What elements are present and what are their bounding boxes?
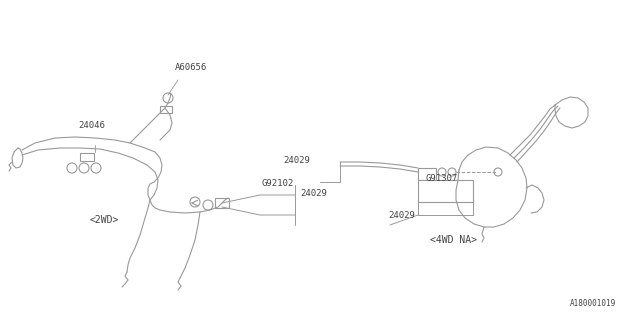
Text: <4WD NA>: <4WD NA> xyxy=(430,235,477,245)
Text: 24029: 24029 xyxy=(283,156,310,165)
Text: 24046: 24046 xyxy=(78,121,105,130)
Bar xyxy=(215,198,229,208)
Bar xyxy=(80,153,94,161)
Bar xyxy=(418,168,436,180)
Text: G91307: G91307 xyxy=(426,174,458,183)
Text: A60656: A60656 xyxy=(175,63,207,72)
Text: <2WD>: <2WD> xyxy=(90,215,120,225)
Bar xyxy=(418,180,473,202)
Text: G92102: G92102 xyxy=(262,179,294,188)
Bar xyxy=(160,106,172,113)
Text: A180001019: A180001019 xyxy=(570,299,616,308)
Text: 24029: 24029 xyxy=(300,189,327,198)
Text: 24029: 24029 xyxy=(388,211,415,220)
